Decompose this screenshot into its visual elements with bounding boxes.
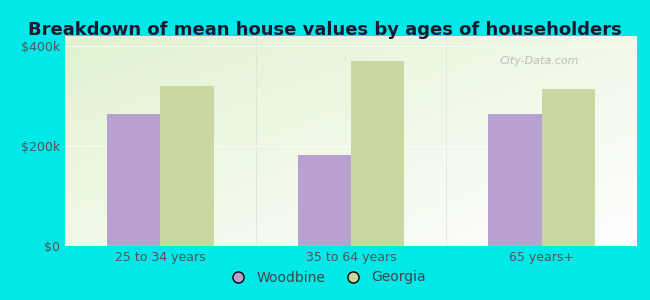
Bar (488, 113, 541, 246)
Text: City-Data.com: City-Data.com (500, 56, 579, 66)
Text: Breakdown of mean house values by ages of householders: Breakdown of mean house values by ages o… (28, 21, 622, 39)
Bar (107, 113, 161, 246)
Bar (298, 154, 351, 246)
Legend: Woodbine, Georgia: Woodbine, Georgia (219, 265, 431, 290)
Bar (351, 61, 404, 246)
Bar (541, 88, 595, 246)
Bar (161, 86, 214, 246)
